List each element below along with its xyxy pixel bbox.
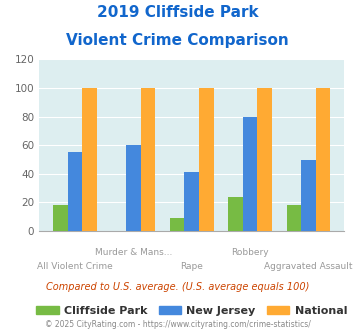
Text: Violent Crime Comparison: Violent Crime Comparison: [66, 33, 289, 48]
Text: Rape: Rape: [180, 262, 203, 271]
Bar: [170, 218, 184, 231]
Bar: [67, 152, 82, 231]
Bar: [257, 88, 272, 231]
Bar: [141, 88, 155, 231]
Bar: [316, 88, 331, 231]
Bar: [184, 172, 199, 231]
Text: Murder & Mans...: Murder & Mans...: [94, 248, 172, 257]
Text: © 2025 CityRating.com - https://www.cityrating.com/crime-statistics/: © 2025 CityRating.com - https://www.city…: [45, 320, 310, 329]
Bar: [243, 116, 257, 231]
Bar: [126, 145, 141, 231]
Text: Compared to U.S. average. (U.S. average equals 100): Compared to U.S. average. (U.S. average …: [46, 282, 309, 292]
Bar: [82, 88, 97, 231]
Bar: [228, 197, 243, 231]
Bar: [53, 205, 67, 231]
Bar: [199, 88, 214, 231]
Text: Robbery: Robbery: [231, 248, 269, 257]
Text: 2019 Cliffside Park: 2019 Cliffside Park: [97, 5, 258, 20]
Legend: Cliffside Park, New Jersey, National: Cliffside Park, New Jersey, National: [32, 302, 351, 321]
Bar: [286, 205, 301, 231]
Bar: [301, 159, 316, 231]
Text: All Violent Crime: All Violent Crime: [37, 262, 113, 271]
Text: Aggravated Assault: Aggravated Assault: [264, 262, 353, 271]
